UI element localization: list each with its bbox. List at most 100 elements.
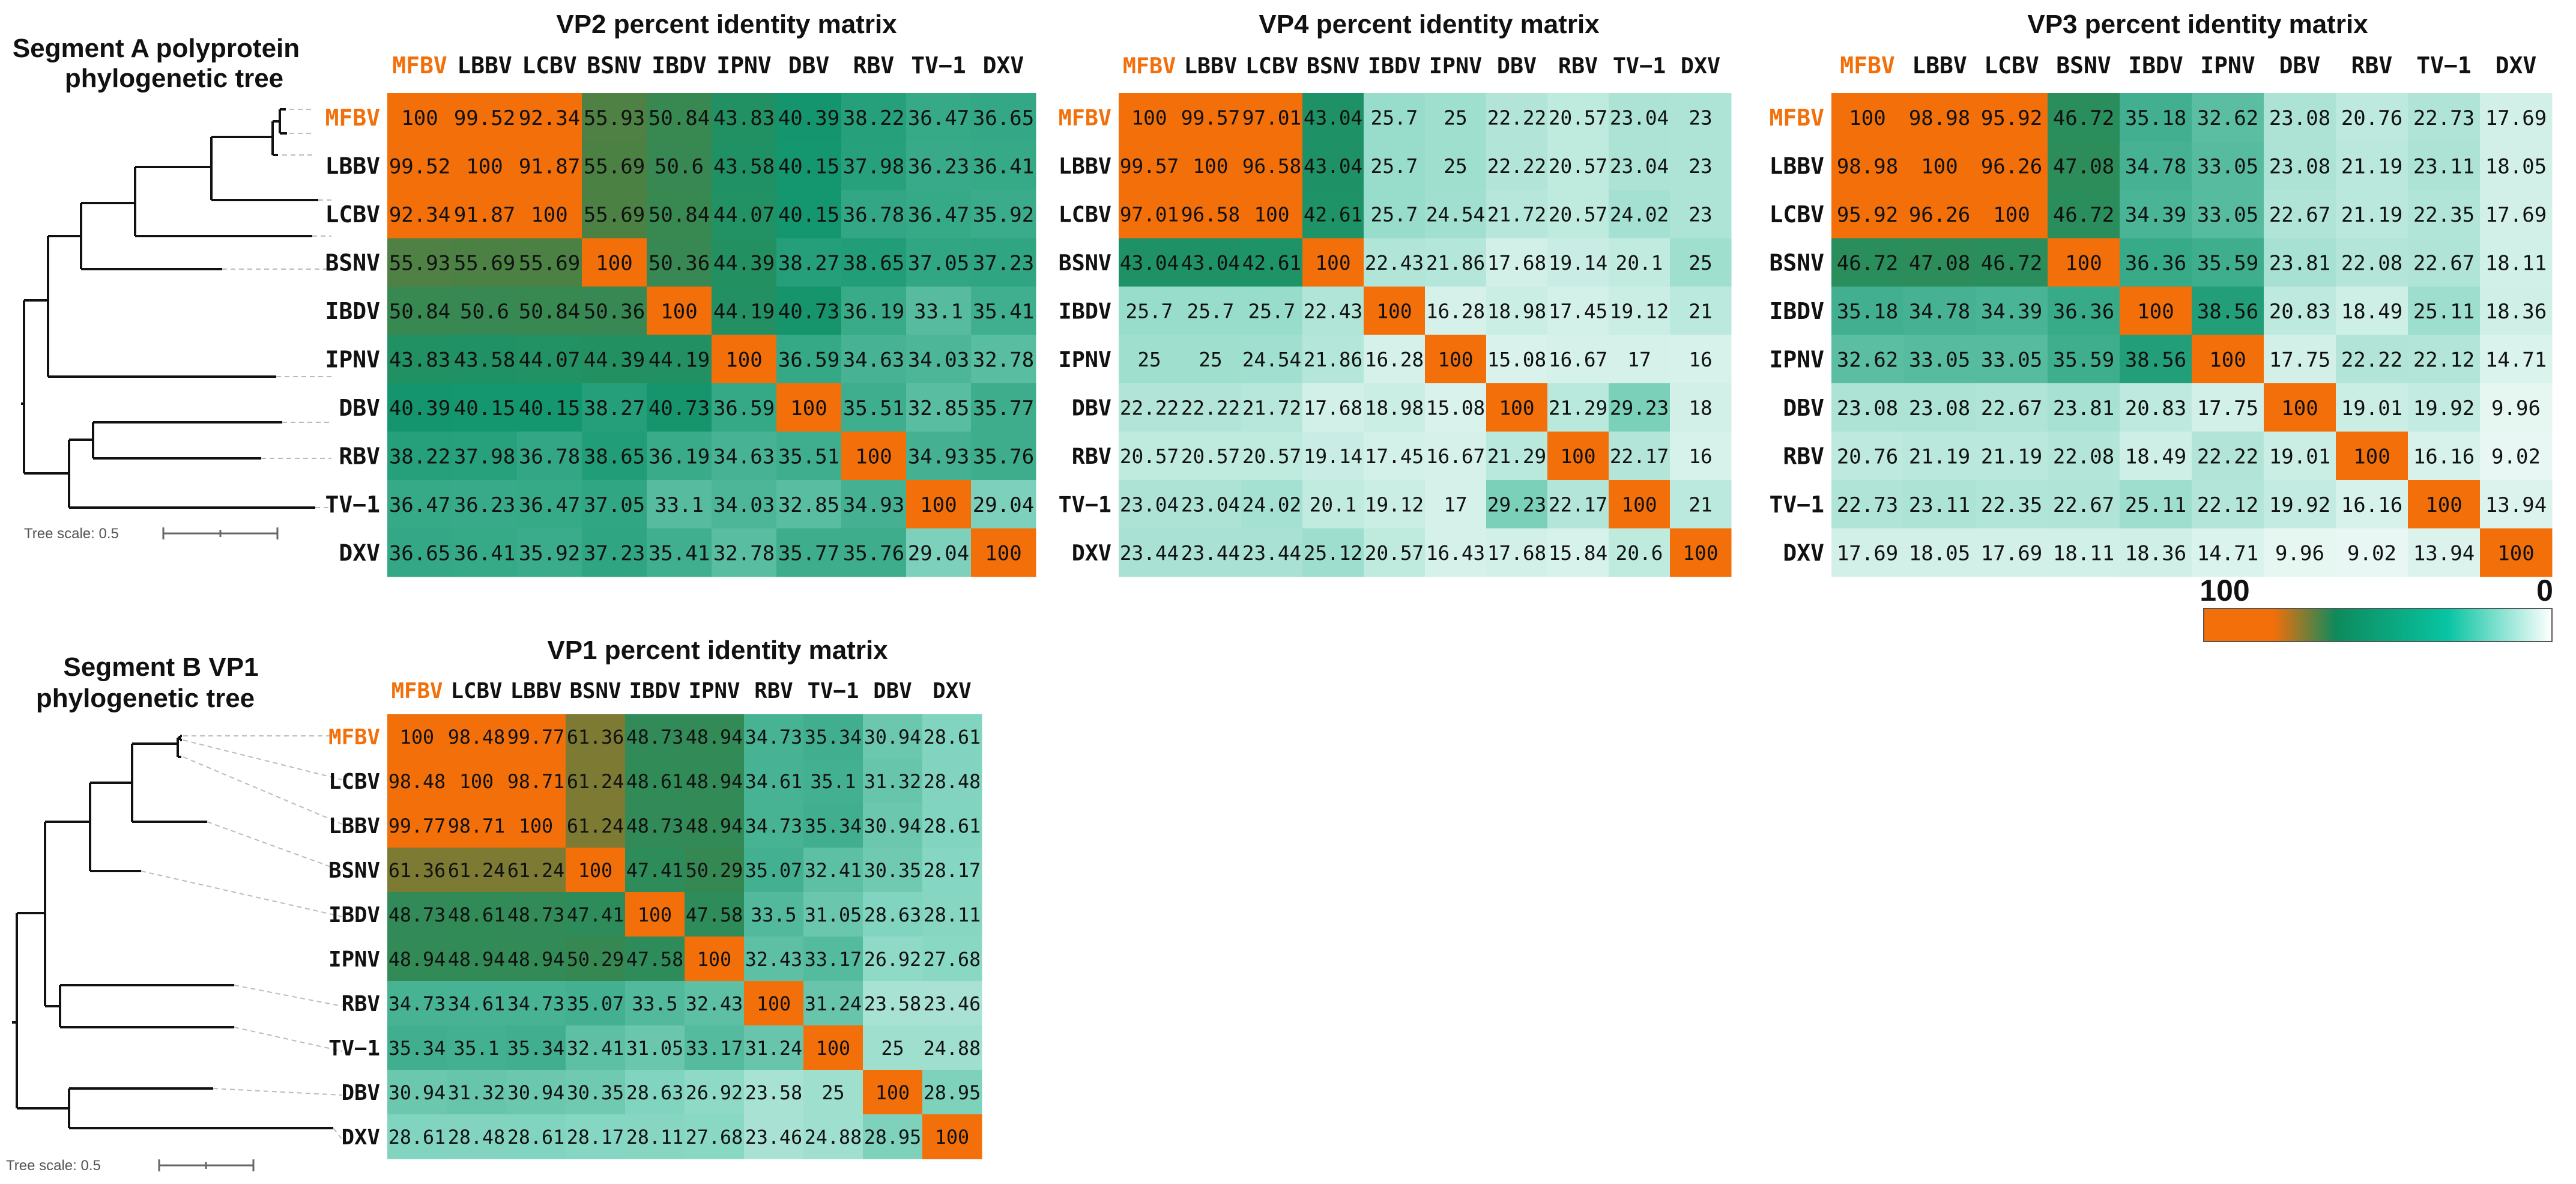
heatmap-cell bbox=[506, 937, 566, 982]
cell-value: 18.98 bbox=[1365, 397, 1424, 420]
cell-value: 33.1 bbox=[914, 300, 963, 324]
heatmap-cell bbox=[1241, 238, 1303, 287]
cell-value: 46.72 bbox=[1981, 252, 2042, 276]
heatmap-cell bbox=[744, 1114, 804, 1159]
tree-a-leader-lines bbox=[222, 109, 331, 508]
cell-value: 22.22 bbox=[1487, 155, 1546, 178]
cell-value: 36.65 bbox=[973, 106, 1034, 130]
cell-value: 31.24 bbox=[805, 994, 862, 1015]
heatmap-cell bbox=[1302, 287, 1364, 335]
cell-value: 17.69 bbox=[1837, 542, 1898, 566]
cell-value: 18.36 bbox=[2125, 542, 2186, 566]
heatmap-cell bbox=[685, 714, 745, 759]
cell-value: 22.22 bbox=[1120, 397, 1179, 420]
heatmap-cell bbox=[452, 528, 518, 577]
cell-value: 33.5 bbox=[751, 905, 796, 926]
cell-value: 33.05 bbox=[1981, 348, 2042, 372]
heatmap-cell bbox=[566, 1114, 626, 1159]
heatmap-cell bbox=[625, 759, 685, 804]
heatmap-cell bbox=[776, 431, 842, 481]
heatmap-cell bbox=[1831, 335, 1904, 384]
cell-value: 34.78 bbox=[2125, 155, 2186, 179]
heatmap-cell bbox=[1364, 383, 1426, 432]
cell-value: 100 bbox=[2209, 348, 2246, 372]
heatmap-cell bbox=[922, 937, 982, 982]
heatmap-cell bbox=[1547, 238, 1609, 287]
cell-value: 30.35 bbox=[567, 1082, 624, 1104]
heatmap-cell bbox=[387, 190, 453, 238]
cell-value: 29.04 bbox=[908, 542, 969, 566]
heatmap-4: VP1 percent identity matrix MFBV LCBV LBBV B… bbox=[328, 636, 982, 1159]
heatmap-cell bbox=[2048, 480, 2120, 529]
heatmap-cell bbox=[2192, 141, 2264, 190]
cell-value: 50.84 bbox=[649, 203, 710, 227]
heatmap-cell bbox=[2480, 383, 2553, 432]
heatmap-cell bbox=[447, 714, 507, 759]
heatmap-cell bbox=[863, 848, 923, 893]
heatmap-cell bbox=[506, 848, 566, 893]
row-label: IPNV bbox=[1059, 347, 1111, 372]
heatmap-cell bbox=[1976, 93, 2048, 142]
heatmap-cell bbox=[1486, 480, 1548, 529]
cell-value: 35.76 bbox=[843, 542, 904, 566]
heatmap-cell bbox=[387, 803, 447, 848]
cell-value: 92.34 bbox=[389, 203, 450, 227]
cell-value: 37.23 bbox=[973, 252, 1034, 276]
heatmap-cell bbox=[1831, 287, 1904, 335]
heatmap-cell bbox=[2192, 528, 2264, 577]
heatmap-cell bbox=[506, 981, 566, 1026]
row-label: LBBV bbox=[328, 814, 380, 839]
cell-value: 43.04 bbox=[1304, 107, 1362, 130]
legend-gradient-bar bbox=[2203, 608, 2553, 642]
row-label: IBDV bbox=[1769, 298, 1824, 324]
cell-value: 22.43 bbox=[1304, 300, 1362, 323]
heatmap-cell bbox=[625, 803, 685, 848]
cell-value: 36.41 bbox=[973, 155, 1034, 179]
cell-value: 21.86 bbox=[1426, 252, 1485, 275]
heatmap-cell bbox=[2264, 190, 2336, 238]
cell-value: 18.05 bbox=[2485, 155, 2547, 179]
heatmap-cell bbox=[447, 892, 507, 937]
cell-value: 61.24 bbox=[507, 860, 564, 882]
heatmap-cell bbox=[863, 803, 923, 848]
row-label: LBBV bbox=[325, 153, 380, 179]
tree-b bbox=[12, 735, 333, 1129]
cell-value: 25.7 bbox=[1371, 107, 1418, 130]
heatmap-cell bbox=[863, 759, 923, 804]
column-label: BSNV bbox=[570, 679, 621, 703]
heatmap-cell bbox=[2192, 480, 2264, 529]
heatmap-cell bbox=[647, 383, 712, 432]
cell-value: 22.08 bbox=[2053, 445, 2114, 469]
row-label: TV−1 bbox=[1769, 491, 1824, 518]
heatmap-cell bbox=[1425, 93, 1487, 142]
cell-value: 16.16 bbox=[2341, 493, 2402, 517]
cell-value: 100 bbox=[638, 905, 672, 926]
column-label: RBV bbox=[754, 679, 793, 703]
cell-value: 36.65 bbox=[389, 542, 450, 566]
cell-value: 27.68 bbox=[924, 949, 981, 971]
heatmap-cell bbox=[776, 141, 842, 190]
heatmap-cell bbox=[452, 238, 518, 287]
cell-value: 100 bbox=[757, 994, 791, 1015]
cell-value: 98.71 bbox=[507, 771, 564, 793]
heatmap-2: VP4 percent identity matrix MFBV LBBV LCBV B… bbox=[1059, 10, 1732, 577]
cell-value: 28.61 bbox=[507, 1127, 564, 1149]
cell-value: 43.04 bbox=[1120, 252, 1179, 275]
heatmap-cell bbox=[1976, 431, 2048, 481]
row-label: BSNV bbox=[325, 249, 380, 276]
heatmap-cell bbox=[1903, 287, 1976, 335]
heatmap-cell bbox=[712, 190, 777, 238]
cell-value: 98.48 bbox=[389, 771, 446, 793]
cell-value: 16.67 bbox=[1426, 445, 1485, 468]
cell-value: 36.36 bbox=[2053, 300, 2114, 324]
heatmap-cell bbox=[1547, 335, 1609, 384]
cell-value: 22.22 bbox=[2341, 348, 2402, 372]
heatmap-cell bbox=[2408, 480, 2481, 529]
cell-value: 37.98 bbox=[843, 155, 904, 179]
cell-value: 20.83 bbox=[2125, 396, 2186, 420]
column-label: IPNV bbox=[716, 52, 772, 79]
heatmap-cell bbox=[1903, 335, 1976, 384]
heatmap-cell bbox=[776, 93, 842, 142]
cell-value: 44.39 bbox=[584, 348, 645, 372]
cell-value: 43.83 bbox=[389, 348, 450, 372]
